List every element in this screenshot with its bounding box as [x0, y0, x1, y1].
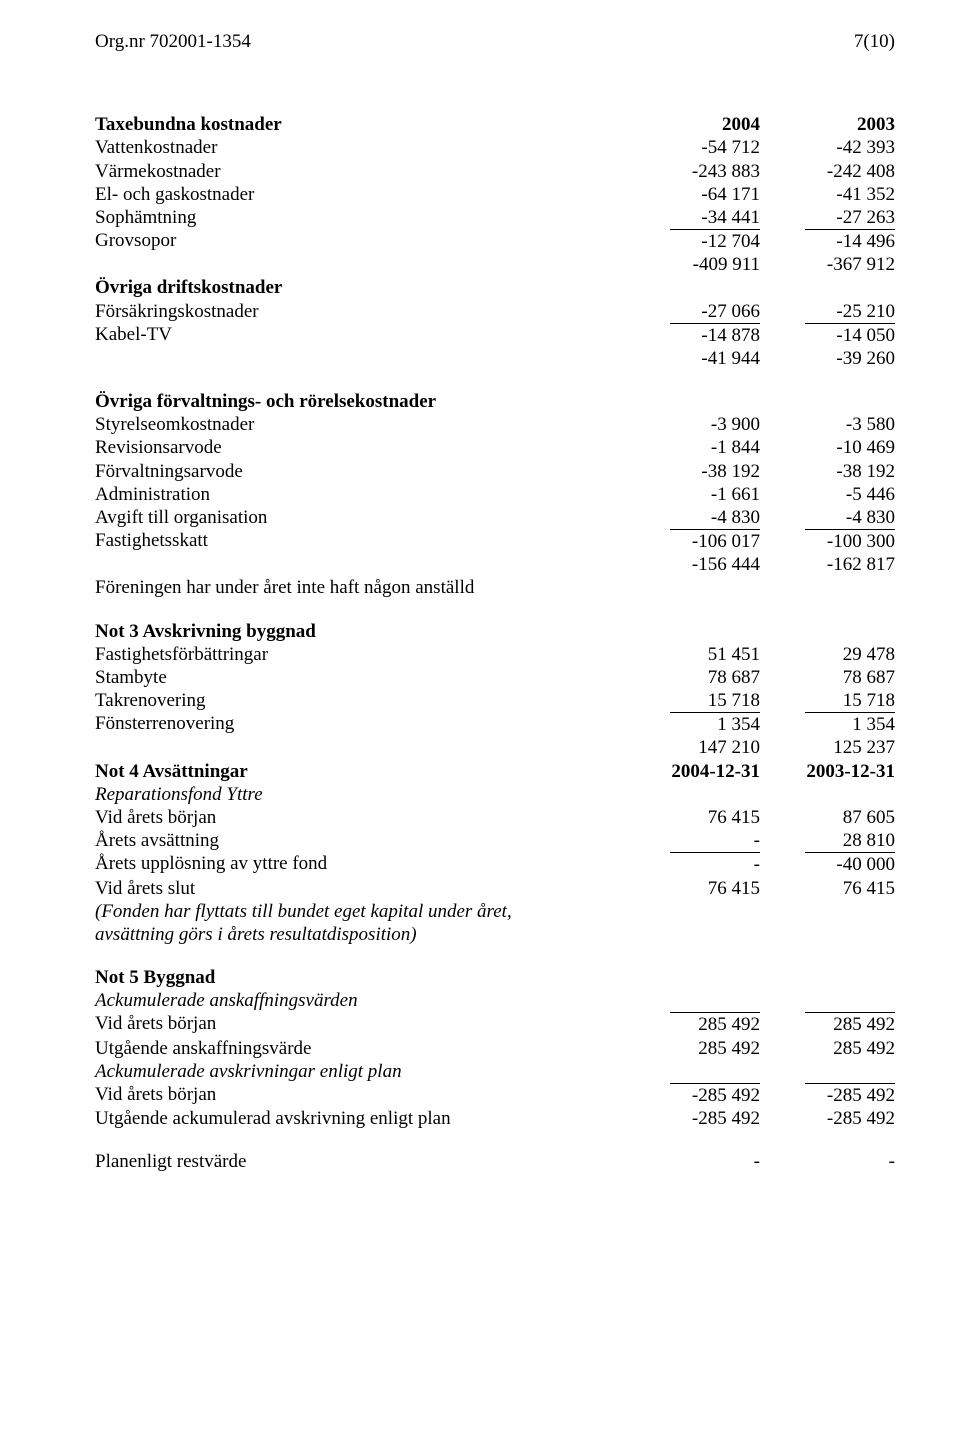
row-s2-subtotal: -41 944 -39 260 — [95, 347, 895, 370]
row-varme: Värmekostnader -243 883 -242 408 — [95, 160, 895, 183]
row-utgaende-ack-avskriv: Utgående ackumulerad avskrivning enligt … — [95, 1107, 895, 1130]
title: Taxebundna kostnader — [95, 113, 625, 136]
section-header-taxebundna: Taxebundna kostnader 2004 2003 — [95, 113, 895, 136]
row-arets-avsattning: Årets avsättning - 28 810 — [95, 829, 895, 852]
row-arets-upplosning: Årets upplösning av yttre fond - -40 000 — [95, 852, 895, 876]
row-forsakring: Försäkringskostnader -27 066 -25 210 — [95, 300, 895, 323]
row-vid-arets-slut: Vid årets slut 76 415 76 415 — [95, 877, 895, 900]
row-repfond: Reparationsfond Yttre — [95, 783, 895, 806]
row-fonsterrenovering: Fönsterrenovering 1 354 1 354 — [95, 712, 895, 736]
row-revision: Revisionsarvode -1 844 -10 469 — [95, 436, 895, 459]
row-ack-avskriv: Ackumulerade avskrivningar enligt plan — [95, 1060, 895, 1083]
row-s1-subtotal: -409 911 -367 912 — [95, 253, 895, 276]
org-number: Org.nr 702001-1354 — [95, 30, 251, 53]
row-fastighetsskatt: Fastighetsskatt -106 017 -100 300 — [95, 529, 895, 553]
section-header-not5: Not 5 Byggnad — [95, 966, 895, 989]
row-forvaltningsarvode: Förvaltningsarvode -38 192 -38 192 — [95, 460, 895, 483]
row-avgift-org: Avgift till organisation -4 830 -4 830 — [95, 506, 895, 529]
row-s4-subtotal: 147 210 125 237 — [95, 736, 895, 759]
section-header-not3: Not 3 Avskrivning byggnad — [95, 620, 895, 643]
section-header-forvaltning: Övriga förvaltnings- och rörelsekostnade… — [95, 390, 895, 413]
row-note-fonden2: avsättning görs i årets resultatdisposit… — [95, 923, 895, 946]
row-s3-subtotal: -156 444 -162 817 — [95, 553, 895, 576]
row-grovsopor: Grovsopor -12 704 -14 496 — [95, 229, 895, 253]
section-header-drift: Övriga driftskostnader — [95, 276, 895, 299]
row-planenligt-restvarde: Planenligt restvärde - - — [95, 1150, 895, 1173]
row-ack-anskaff: Ackumulerade anskaffningsvärden — [95, 989, 895, 1012]
row-styrelse: Styrelseomkostnader -3 900 -3 580 — [95, 413, 895, 436]
row-takrenovering: Takrenovering 15 718 15 718 — [95, 689, 895, 712]
row-fastighetsforbattringar: Fastighetsförbättringar 51 451 29 478 — [95, 643, 895, 666]
row-utgaende-anskaff: Utgående anskaffningsvärde 285 492 285 4… — [95, 1037, 895, 1060]
row-admin: Administration -1 661 -5 446 — [95, 483, 895, 506]
section-header-not4: Not 4 Avsättningar 2004-12-31 2003-12-31 — [95, 760, 895, 783]
row-vatten: Vattenkostnader -54 712 -42 393 — [95, 136, 895, 159]
page-number: 7(10) — [854, 30, 895, 53]
row-vid-arets-borjan-3: Vid årets början -285 492 -285 492 — [95, 1083, 895, 1107]
row-note-fonden1: (Fonden har flyttats till bundet eget ka… — [95, 900, 895, 923]
row-s3-note: Föreningen har under året inte haft någo… — [95, 576, 895, 599]
page-header: Org.nr 702001-1354 7(10) — [95, 30, 895, 53]
document-page: Org.nr 702001-1354 7(10) Taxebundna kost… — [0, 0, 960, 1448]
row-sop: Sophämtning -34 441 -27 263 — [95, 206, 895, 229]
row-stambyte: Stambyte 78 687 78 687 — [95, 666, 895, 689]
row-vid-arets-borjan: Vid årets början 76 415 87 605 — [95, 806, 895, 829]
row-elgas: El- och gaskostnader -64 171 -41 352 — [95, 183, 895, 206]
year-col1: 2004 — [625, 113, 760, 136]
year-col2: 2003 — [760, 113, 895, 136]
row-vid-arets-borjan-2: Vid årets början 285 492 285 492 — [95, 1012, 895, 1036]
row-kabeltv: Kabel-TV -14 878 -14 050 — [95, 323, 895, 347]
